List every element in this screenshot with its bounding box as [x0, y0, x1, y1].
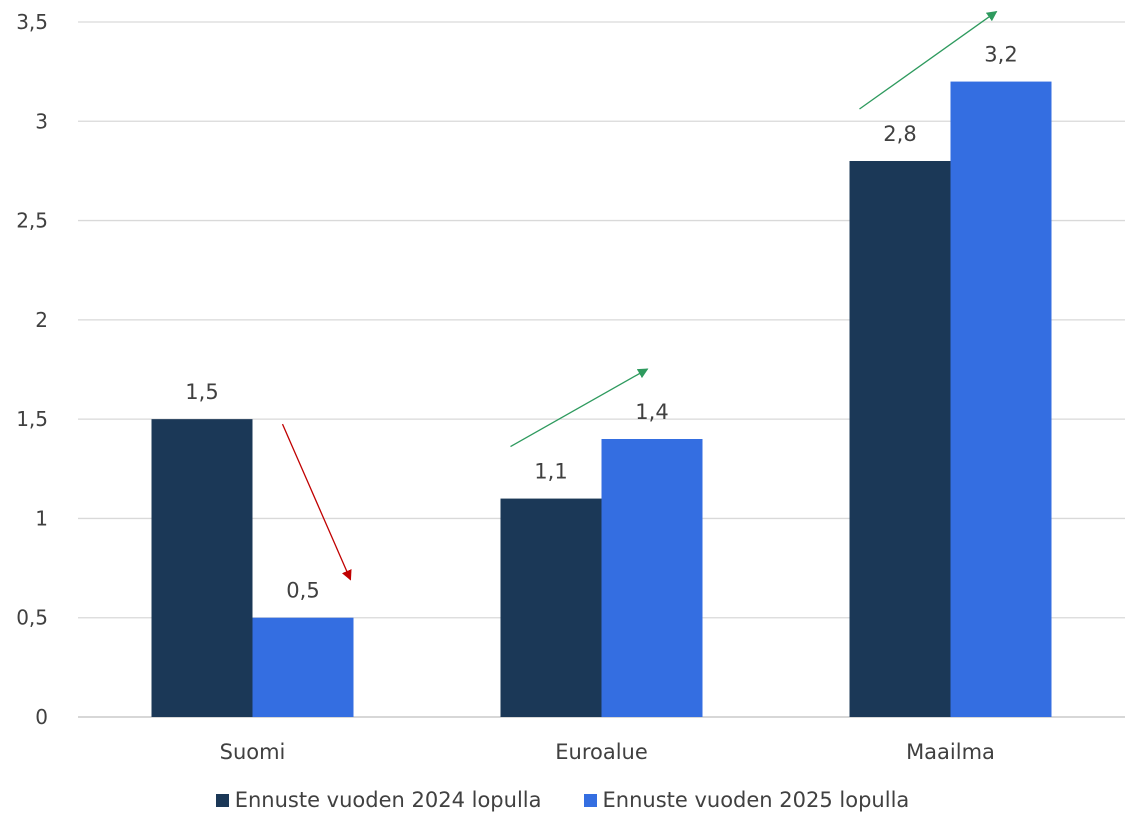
legend-item-2024: Ennuste vuoden 2024 lopulla	[215, 788, 542, 812]
y-tick-label: 0	[35, 705, 48, 729]
bar-euroalue-series-1	[500, 498, 602, 717]
arrow-down-suomi	[281, 423, 352, 581]
bar-chart: 0 0,5 1 1,5 2 2,5 3 3,5 1,5 0,5 1,1 1,4 2,8 3,2 Suom…	[16, 10, 1125, 764]
bar-suomi-series-1	[151, 419, 253, 717]
data-label: 1,1	[534, 460, 567, 484]
arrow-up-maailma	[859, 10, 998, 110]
x-tick-label: Euroalue	[555, 740, 648, 764]
bar-maailma-series-1	[849, 161, 951, 717]
legend-item-2025: Ennuste vuoden 2025 lopulla	[583, 788, 910, 812]
data-label: 3,2	[984, 43, 1017, 67]
y-axis-ticks: 0 0,5 1 1,5 2 2,5 3 3,5	[16, 10, 48, 729]
y-tick-label: 2	[35, 308, 48, 332]
y-tick-label: 3	[35, 109, 48, 133]
legend-swatch-2025	[583, 793, 597, 807]
legend-label-2025: Ennuste vuoden 2025 lopulla	[602, 788, 910, 812]
x-tick-label: Suomi	[220, 740, 286, 764]
legend: Ennuste vuoden 2024 lopulla Ennuste vuod…	[0, 788, 1125, 812]
data-label: 1,4	[635, 400, 668, 424]
bar-euroalue-series-2	[601, 439, 703, 717]
y-tick-label: 1,5	[16, 407, 48, 431]
bar-suomi-series-2	[252, 617, 354, 717]
trend-arrows	[281, 10, 998, 581]
data-label: 2,8	[883, 122, 916, 146]
legend-swatch-2024	[215, 793, 229, 807]
y-tick-label: 3,5	[16, 10, 48, 34]
bar-maailma-series-2	[950, 81, 1052, 718]
x-tick-label: Maailma	[906, 740, 995, 764]
arrow-up-euroalue	[510, 368, 649, 448]
data-label: 1,5	[185, 380, 218, 404]
y-tick-label: 1	[35, 506, 48, 530]
data-label: 0,5	[286, 579, 319, 603]
legend-label-2024: Ennuste vuoden 2024 lopulla	[234, 788, 542, 812]
y-tick-label: 2,5	[16, 209, 48, 233]
x-axis-ticks: Suomi Euroalue Maailma	[220, 740, 995, 764]
y-tick-label: 0,5	[16, 606, 48, 630]
data-labels: 1,5 0,5 1,1 1,4 2,8 3,2	[185, 43, 1017, 603]
bars	[151, 81, 1052, 718]
